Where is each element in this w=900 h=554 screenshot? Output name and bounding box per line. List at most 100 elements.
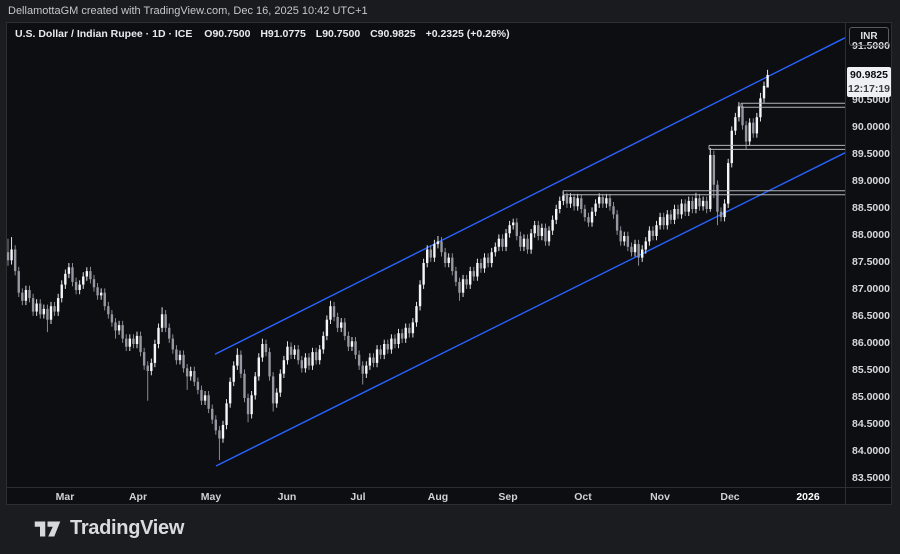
- candle-body: [329, 306, 332, 320]
- price-axis[interactable]: INR 91.500091.000090.500090.000089.50008…: [846, 23, 891, 487]
- currency-toggle-button[interactable]: INR: [849, 27, 889, 46]
- candle-body: [10, 249, 13, 261]
- candle-body: [282, 360, 286, 374]
- time-axis-label: May: [200, 491, 222, 503]
- candle-body: [716, 184, 719, 212]
- candle-body: [340, 322, 343, 328]
- candle-body: [139, 335, 142, 353]
- candle-body: [128, 338, 132, 347]
- symbol-title: U.S. Dollar / Indian Rupee · 1D · ICE: [15, 28, 193, 40]
- candle-body: [440, 241, 443, 253]
- candle-body: [626, 236, 630, 247]
- candle-body: [719, 211, 723, 218]
- ohlc-close: C90.9825: [370, 28, 416, 40]
- candle-body: [125, 338, 128, 347]
- price-axis-separator: [845, 23, 846, 504]
- candle-body: [537, 225, 540, 236]
- candle-body: [605, 198, 608, 204]
- candle-body: [7, 252, 10, 261]
- price-axis-label: 84.0000: [852, 445, 890, 457]
- candle-body: [562, 195, 565, 201]
- candle-body: [529, 233, 533, 250]
- candle-body: [544, 227, 547, 242]
- candle-body: [683, 203, 687, 212]
- candle-body: [519, 236, 522, 247]
- candle-body: [178, 354, 182, 361]
- candle-body: [426, 249, 429, 263]
- candle-body: [171, 338, 175, 350]
- candle-body: [640, 249, 644, 258]
- candle-body: [99, 292, 103, 296]
- time-axis-label: Mar: [55, 491, 75, 503]
- chart-pane[interactable]: U.S. Dollar / Indian Rupee · 1D · ICE O9…: [7, 23, 845, 487]
- candle-body: [615, 214, 619, 231]
- candle-body: [418, 284, 422, 307]
- candle-body: [268, 352, 271, 377]
- candle-body: [343, 322, 346, 336]
- candle-body: [254, 376, 257, 396]
- candle-body: [662, 217, 665, 226]
- candle-body: [46, 308, 49, 320]
- candle-body: [82, 276, 85, 285]
- candle-body: [680, 203, 683, 215]
- candle-body: [723, 203, 726, 218]
- candle-body: [347, 335, 350, 347]
- candle-body: [551, 219, 554, 231]
- price-axis-label: 85.5000: [852, 364, 890, 376]
- candle-body: [211, 408, 214, 420]
- candle-body: [590, 211, 594, 223]
- candle-body: [49, 306, 53, 320]
- candle-body: [465, 279, 468, 285]
- time-axis[interactable]: Mar Apr May Jun Jul Aug Sep Oct Nov Dec 2026: [7, 488, 845, 504]
- candle-body: [698, 198, 701, 207]
- candle-body: [694, 198, 698, 209]
- candle-body: [379, 349, 382, 355]
- candle-body: [357, 354, 361, 366]
- candle-body: [92, 279, 96, 288]
- candle-body: [279, 373, 282, 393]
- candle-body: [701, 200, 705, 207]
- candle-body: [200, 389, 203, 401]
- candle-body: [107, 306, 110, 315]
- channel-upper[interactable]: [214, 37, 845, 355]
- candle-body: [737, 106, 741, 118]
- candle-body: [408, 327, 411, 334]
- candle-body: [207, 395, 210, 409]
- candle-body: [182, 354, 185, 369]
- candles-layer: [7, 69, 769, 461]
- tradingview-logo[interactable]: TradingView: [34, 517, 184, 540]
- candle-body: [472, 271, 475, 277]
- candle-body: [189, 371, 192, 377]
- last-price-value: 90.9825: [850, 68, 888, 81]
- candle-body: [504, 233, 508, 247]
- candle-body: [633, 244, 637, 253]
- candle-body: [375, 349, 379, 363]
- candle-body: [146, 365, 149, 371]
- candle-body: [250, 395, 253, 415]
- candle-body: [404, 327, 407, 339]
- candle-body: [89, 271, 92, 280]
- candle-body: [71, 267, 74, 282]
- candle-body: [307, 357, 311, 366]
- candlestick-chart[interactable]: [7, 23, 845, 487]
- candle-body: [393, 338, 397, 344]
- candle-body: [228, 381, 232, 404]
- candle-body: [587, 217, 590, 223]
- candle-body: [150, 362, 153, 371]
- candle-body: [572, 197, 576, 207]
- candle-body: [117, 325, 121, 331]
- last-price-badge: 90.9825 12:17:19: [847, 66, 891, 97]
- candle-body: [705, 200, 708, 209]
- price-axis-label: 86.0000: [852, 337, 890, 349]
- time-axis-label: Sep: [498, 491, 518, 503]
- candle-body: [332, 306, 336, 317]
- time-axis-label: 2026: [796, 491, 820, 503]
- channel-lower[interactable]: [215, 152, 845, 467]
- candle-body: [580, 198, 583, 209]
- candle-body: [744, 125, 748, 142]
- candle-body: [601, 197, 604, 204]
- time-axis-separator: [7, 487, 891, 488]
- candle-body: [60, 284, 63, 299]
- candle-body: [594, 203, 597, 212]
- candle-body: [655, 225, 658, 236]
